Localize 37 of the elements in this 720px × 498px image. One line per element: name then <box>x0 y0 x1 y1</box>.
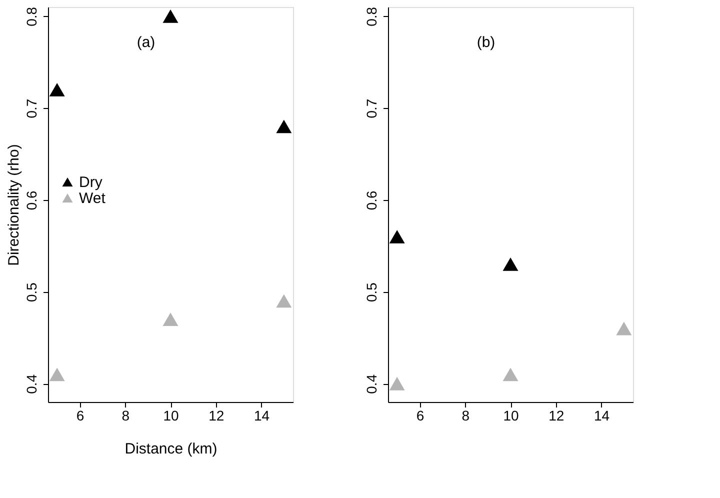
annotation: (a) <box>136 34 156 51</box>
x-tick-label: 10 <box>503 408 519 424</box>
x-tick-label: 12 <box>548 408 564 424</box>
point <box>276 120 292 134</box>
point <box>389 230 405 244</box>
x-tick-label: 14 <box>254 408 270 424</box>
y-tick-label: 0.6 <box>24 190 40 210</box>
y-tick-label: 0.7 <box>364 98 380 118</box>
x-tick-label: 8 <box>122 408 130 424</box>
x-tick-label: 6 <box>76 408 84 424</box>
y-tick-label: 0.5 <box>24 282 40 302</box>
x-axis-title: Distance (km) <box>124 440 218 458</box>
point <box>616 322 632 336</box>
x-tick-label: 12 <box>208 408 224 424</box>
y-tick-label: 0.7 <box>24 98 40 118</box>
point <box>389 376 405 390</box>
y-tick-label: 0.8 <box>24 6 40 26</box>
point <box>49 368 65 382</box>
legend-label: Dry <box>79 174 103 191</box>
annotation: (b) <box>476 34 496 51</box>
point <box>276 294 292 308</box>
x-tick-label: 10 <box>163 408 179 424</box>
point <box>49 82 65 96</box>
y-tick-label: 0.6 <box>364 190 380 210</box>
point <box>162 312 178 326</box>
point <box>502 368 518 382</box>
y-tick-label: 0.4 <box>364 374 380 394</box>
y-tick-label: 0.4 <box>24 374 40 394</box>
x-tick-label: 14 <box>594 408 610 424</box>
y-tick-label: 0.5 <box>364 282 380 302</box>
y-axis-title: Directionality (rho) <box>6 144 22 266</box>
legend-label: Wet <box>79 190 106 207</box>
point <box>502 258 518 271</box>
point <box>162 9 178 23</box>
y-tick-label: 0.8 <box>364 6 380 26</box>
x-tick-label: 8 <box>462 408 470 424</box>
x-tick-label: 6 <box>416 408 424 424</box>
